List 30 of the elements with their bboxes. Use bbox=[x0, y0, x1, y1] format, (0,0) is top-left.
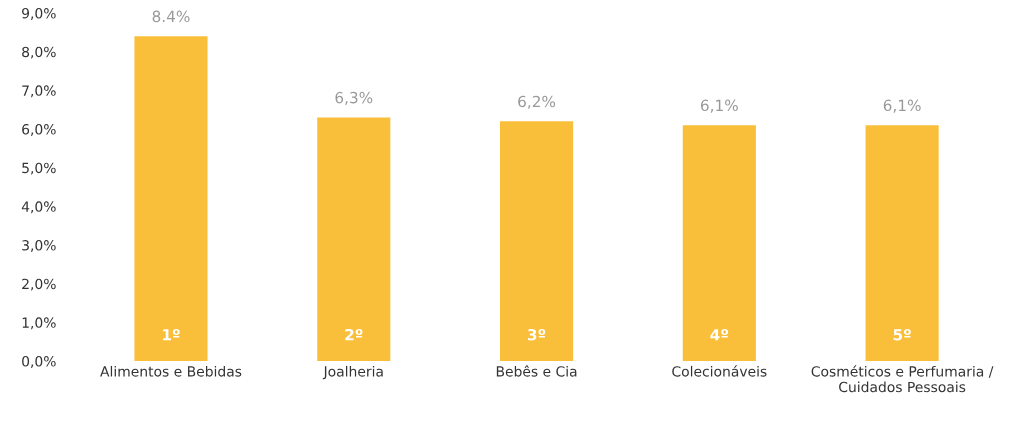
x-tick-label: Alimentos e Bebidas bbox=[100, 365, 242, 377]
y-tick-label: 2,0% bbox=[22, 278, 56, 291]
bar bbox=[682, 125, 756, 362]
y-tick-label: 5,0% bbox=[22, 162, 56, 175]
x-tick-label: Bebês e Cia bbox=[496, 365, 577, 377]
y-tick-label: 8,0% bbox=[22, 46, 56, 59]
data-label: 6,2% bbox=[518, 95, 556, 109]
x-tick-label: Cosméticos e Perfumaria / Cuidados Pessoais bbox=[811, 365, 994, 393]
data-label: 6,3% bbox=[335, 91, 373, 105]
annotation: 1º bbox=[163, 328, 180, 341]
annotation: 4º bbox=[710, 328, 729, 341]
bar bbox=[134, 36, 208, 362]
y-tick-label: 1,0% bbox=[22, 317, 56, 330]
y-tick-label: 0,0% bbox=[22, 356, 56, 368]
y-tick-label: 7,0% bbox=[22, 85, 56, 98]
annotation: 5º bbox=[893, 328, 911, 341]
data-label: 6,1% bbox=[700, 99, 738, 113]
annotation: 3º bbox=[527, 328, 546, 341]
bar bbox=[865, 125, 939, 362]
y-tick-label: 4,0% bbox=[21, 201, 56, 214]
y-tick-label: 6,0% bbox=[22, 124, 56, 136]
data-label: 6,1% bbox=[883, 99, 921, 113]
x-tick-label: Joalheria bbox=[322, 365, 383, 380]
x-tick-label: Colecionáveis bbox=[672, 365, 767, 377]
annotation: 2º bbox=[345, 328, 363, 341]
data-label: 8.4% bbox=[152, 10, 190, 23]
y-tick-label: 3,0% bbox=[22, 240, 56, 252]
bar bbox=[499, 121, 574, 362]
y-tick-label: 9,0% bbox=[22, 8, 56, 20]
bar bbox=[317, 117, 391, 362]
